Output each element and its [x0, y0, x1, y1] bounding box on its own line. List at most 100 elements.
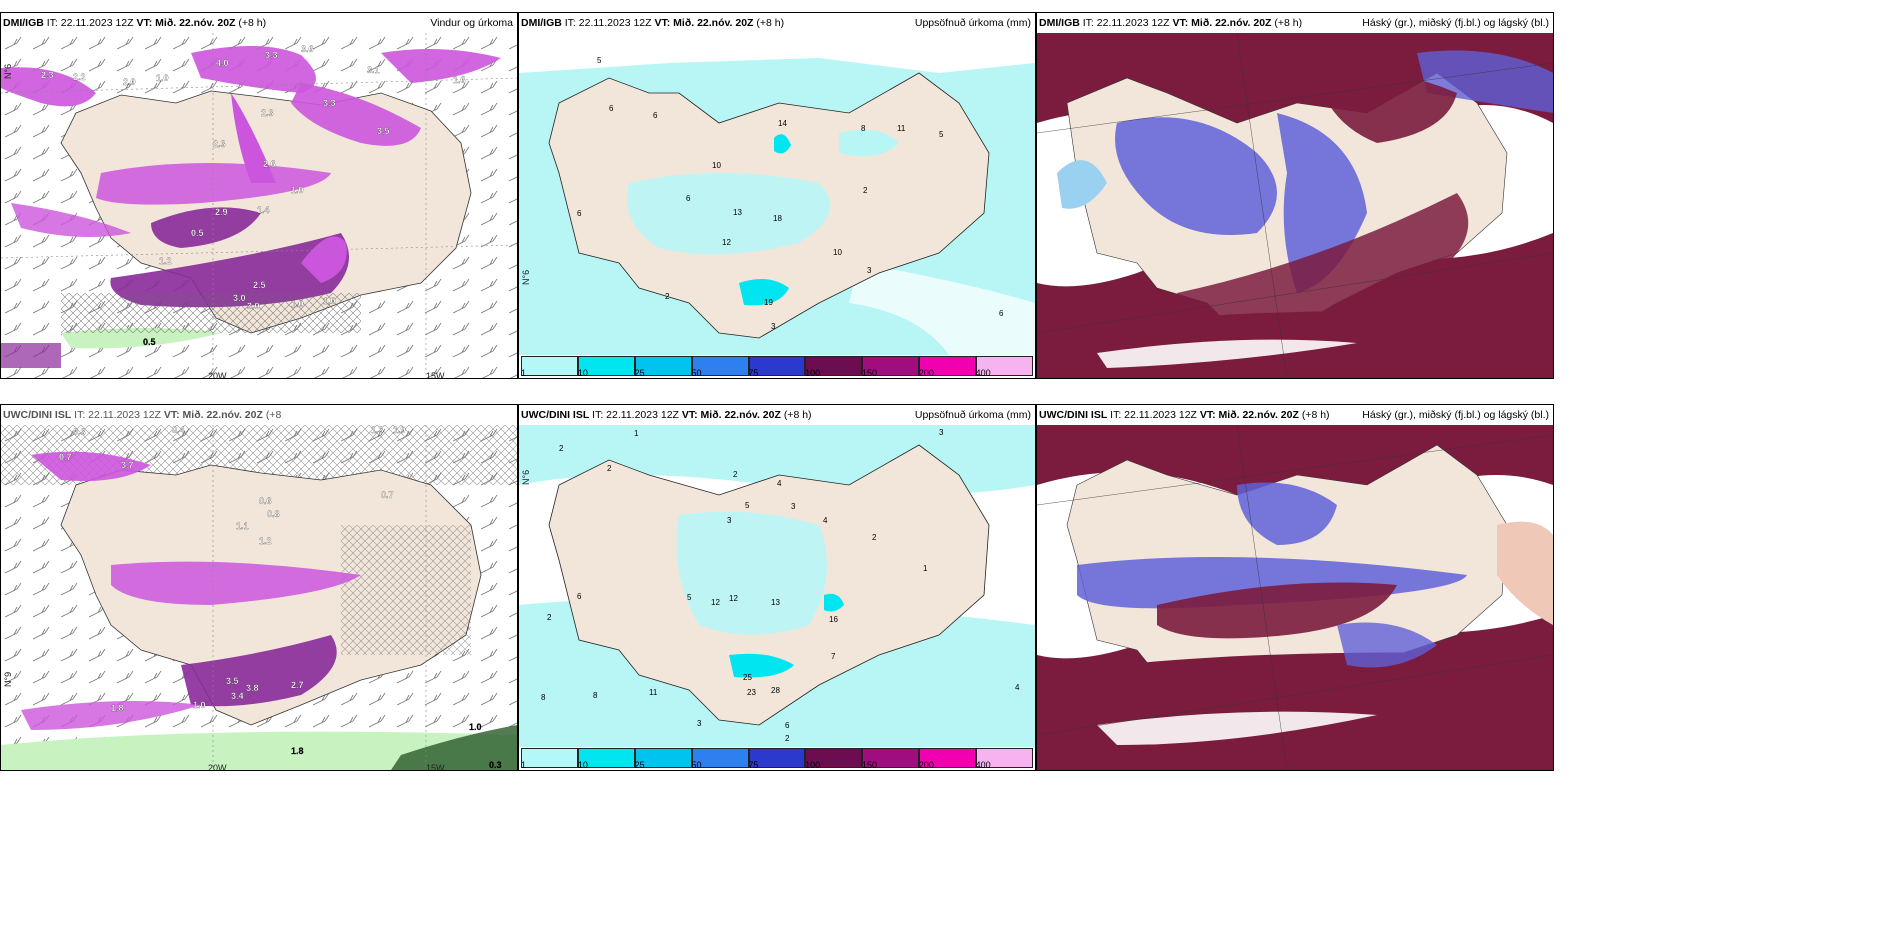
precip-value: 1.8: [291, 746, 304, 756]
model-source: UWC/DINI ISL: [3, 409, 72, 421]
legend-swatch: [805, 748, 863, 768]
panel-header: UWC/DINI ISL IT: 22.11.2023 12Z VT: Mið.…: [1037, 405, 1553, 425]
precip-value: 1.0: [291, 299, 304, 309]
precip-value: 2.3: [41, 70, 54, 80]
legend-swatch: [919, 356, 977, 376]
legend-label: 10: [577, 760, 588, 770]
accum-value: 7: [831, 652, 836, 661]
precip-value: 2.3: [213, 139, 226, 149]
panel-header: DMI/IGB IT: 22.11.2023 12Z VT: Mið. 22.n…: [1, 13, 517, 33]
panel-title: Uppsöfnuð úrkoma (mm): [914, 409, 1031, 421]
precip-value: 2.3: [261, 108, 274, 118]
model-source: DMI/IGB: [1039, 17, 1080, 29]
lat-label: N°6: [521, 269, 531, 285]
lat-label: N°6: [521, 469, 531, 485]
precip-value: 2.2: [73, 72, 86, 82]
lon-label: 15W: [426, 763, 445, 771]
valid-time: VT: Mið. 22.nóv. 20Z: [681, 409, 781, 421]
accum-value: 2: [665, 292, 670, 301]
accum-value: 11: [897, 124, 906, 133]
precip-value: 2.6: [263, 159, 276, 169]
lead-time: (+8 h): [1274, 17, 1303, 29]
precip-value: 1.0: [156, 73, 169, 83]
panel-title: Háský (gr.), miðský (fj.bl.) og lágský (…: [1362, 17, 1549, 29]
accum-value: 2: [872, 533, 877, 542]
accum-value: 25: [743, 673, 752, 682]
legend-label: 150: [861, 368, 878, 378]
precip-value: 0.3: [489, 760, 502, 770]
accum-value: 18: [773, 214, 782, 223]
precip-value: 0.5: [143, 337, 156, 347]
accum-value: 6: [653, 111, 658, 120]
legend-swatch: [919, 748, 977, 768]
accum-value: 8: [861, 124, 866, 133]
accum-value: 4: [777, 479, 782, 488]
legend-label: 100: [805, 760, 821, 770]
legend-label: 400: [975, 368, 991, 378]
cloud-cover-map: [1037, 33, 1553, 378]
precip-value: 3.7: [121, 460, 134, 470]
legend-swatch: [634, 748, 692, 768]
precip-value: 2.7: [291, 680, 304, 690]
accum-value: 1: [634, 429, 639, 438]
precip-value: 3.0: [247, 301, 260, 311]
accum-value: 3: [727, 516, 732, 525]
accum-value: 13: [771, 598, 780, 607]
legend-label: 1: [521, 760, 527, 770]
legend-label: 1: [521, 368, 527, 378]
precip-value: 3.0: [233, 293, 246, 303]
init-time: IT: 22.11.2023 12Z: [1110, 409, 1197, 421]
precip-value: 0.6: [259, 496, 272, 506]
precip-value: 1.0: [323, 296, 336, 306]
accum-value: 23: [747, 688, 756, 697]
precip-value: 1.4: [257, 205, 270, 215]
legend-label: 400: [975, 760, 991, 770]
accum-value: 8: [541, 693, 546, 702]
accum-value: 2: [785, 734, 790, 743]
accum-value: 5: [939, 130, 944, 139]
legend-label: 75: [748, 368, 759, 378]
precip-value: 2.5: [253, 280, 266, 290]
legend-swatch: [521, 748, 578, 768]
accum-value: 2: [733, 470, 738, 479]
panel-title: Vindur og úrkoma: [430, 17, 513, 29]
accum-value: 10: [833, 248, 842, 257]
accum-value: 2: [863, 186, 868, 195]
precip-value: 4.0: [216, 58, 229, 68]
accum-value: 5: [597, 56, 602, 65]
init-time: IT: 22.11.2023 12Z: [1082, 17, 1170, 29]
precip-value: 3.3: [265, 50, 278, 60]
legend-label: 75: [748, 760, 759, 770]
legend-swatch: [805, 356, 863, 376]
accum-value: 16: [829, 615, 838, 624]
accum-value: 2: [547, 613, 552, 622]
legend-swatch: [862, 748, 920, 768]
init-time: IT: 22.11.2023 12Z: [592, 409, 679, 421]
accum-value: 6: [686, 194, 691, 203]
precip-value: 1.8: [111, 703, 124, 713]
precip-value: 3.5: [226, 676, 239, 686]
accum-value: 10: [712, 161, 721, 170]
precip-color-legend: [521, 748, 1034, 768]
legend-swatch: [577, 356, 635, 376]
map-panel-wind-precip-uwc: UWC/DINI ISL IT: 22.11.2023 12Z VT: Mið.…: [0, 404, 518, 771]
panel-title: Uppsöfnuð úrkoma (mm): [914, 17, 1031, 29]
precip-value: 1.3: [371, 425, 384, 435]
accum-value: 12: [722, 238, 731, 247]
precip-value: 3.8: [246, 683, 259, 693]
legend-label: 10: [577, 368, 588, 378]
accum-value: 6: [609, 104, 614, 113]
precip-value: 0.5: [191, 228, 204, 238]
accum-value: 19: [764, 298, 773, 307]
legend-swatch: [862, 356, 920, 376]
panel-header: DMI/IGB IT: 22.11.2023 12Z VT: Mið. 22.n…: [519, 13, 1035, 33]
legend-label: 25: [634, 760, 645, 770]
accum-value: 6: [785, 721, 790, 730]
legend-swatch: [976, 356, 1034, 376]
legend-label: 50: [691, 368, 702, 378]
lat-label: N°9: [3, 671, 13, 687]
model-source: DMI/IGB: [3, 17, 44, 29]
legend-swatch: [691, 356, 749, 376]
precip-value: 3.3: [323, 98, 336, 108]
valid-time: VT: Mið. 22.nóv. 20Z: [654, 17, 754, 29]
